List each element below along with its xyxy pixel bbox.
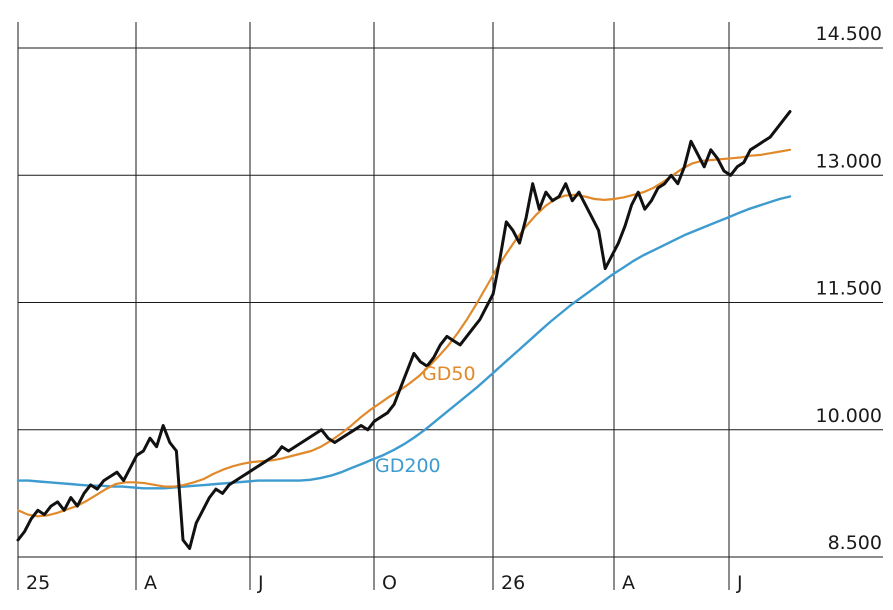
series-line-gd200	[16, 195, 792, 490]
series-layer	[16, 110, 792, 550]
grid	[17, 22, 883, 590]
y-tick-label: 10.000	[816, 405, 882, 427]
series-label-gd200: GD200	[375, 455, 441, 477]
series-label-gd50: GD50	[422, 363, 476, 385]
x-tick-label: A	[144, 572, 157, 594]
y-tick-label: 8.500	[828, 532, 882, 554]
x-tick-label: 25	[26, 572, 50, 594]
x-tick-label: J	[736, 572, 743, 594]
label-layer: 8.500 10.000 11.500 13.000 14.500 25 A J O 26 A J GD…	[26, 23, 882, 594]
series-line-price	[16, 110, 792, 550]
series-line-gd50	[16, 148, 792, 518]
x-tick-label: 26	[501, 572, 525, 594]
x-tick-label: O	[382, 572, 397, 594]
y-tick-label: 13.000	[816, 150, 882, 172]
y-tick-label: 14.500	[816, 23, 882, 45]
y-tick-label: 11.500	[816, 278, 882, 300]
x-tick-label: J	[257, 572, 264, 594]
x-tick-label: A	[622, 572, 635, 594]
